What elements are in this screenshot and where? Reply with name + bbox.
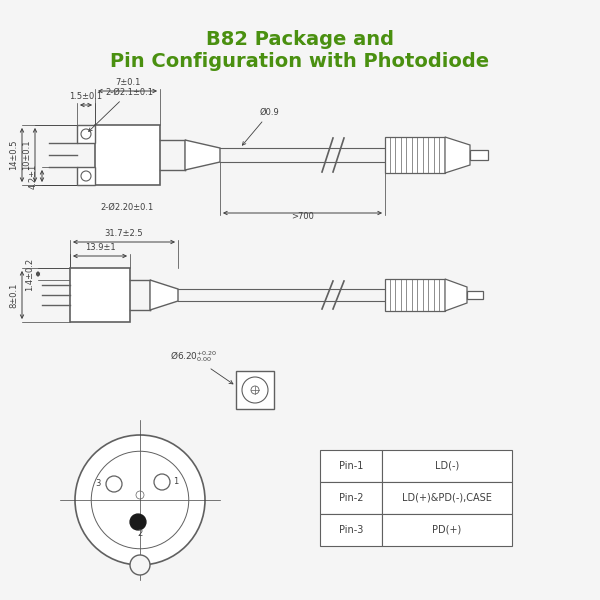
Text: 3: 3 xyxy=(95,479,101,488)
Bar xyxy=(320,514,382,546)
Text: 13.9±1: 13.9±1 xyxy=(85,243,115,252)
Text: LD(+)&PD(-),CASE: LD(+)&PD(-),CASE xyxy=(402,493,492,503)
Bar xyxy=(320,482,382,514)
Text: 2-Ø2.20±0.1: 2-Ø2.20±0.1 xyxy=(100,203,153,212)
Text: B82 Package and: B82 Package and xyxy=(206,30,394,49)
Text: Pin-1: Pin-1 xyxy=(339,461,363,471)
Text: Ø0.9: Ø0.9 xyxy=(242,108,280,145)
Text: 2-Ø2.1±0.1: 2-Ø2.1±0.1 xyxy=(89,88,153,131)
Text: >700: >700 xyxy=(291,212,314,221)
Circle shape xyxy=(75,435,205,565)
Text: 4.2±1: 4.2±1 xyxy=(29,163,38,188)
Text: Pin Configuration with Photodiode: Pin Configuration with Photodiode xyxy=(110,52,490,71)
Bar xyxy=(385,137,445,173)
Circle shape xyxy=(154,474,170,490)
Bar xyxy=(382,514,512,546)
Text: LD(-): LD(-) xyxy=(435,461,459,471)
Text: 1.4±0.2: 1.4±0.2 xyxy=(25,257,34,290)
Text: 1: 1 xyxy=(173,478,179,487)
Text: 10±0.1: 10±0.1 xyxy=(22,140,31,170)
Polygon shape xyxy=(150,280,178,310)
Bar xyxy=(236,371,274,409)
Circle shape xyxy=(130,555,150,575)
Circle shape xyxy=(130,514,146,530)
Bar xyxy=(385,279,445,311)
Bar xyxy=(95,125,160,185)
Bar xyxy=(470,150,488,160)
Text: 1.5±0.1: 1.5±0.1 xyxy=(70,92,103,101)
Text: 8±0.1: 8±0.1 xyxy=(9,283,18,308)
Bar xyxy=(382,450,512,482)
Circle shape xyxy=(81,129,91,139)
Bar xyxy=(467,291,483,299)
Text: Pin-3: Pin-3 xyxy=(339,525,363,535)
Bar xyxy=(77,167,95,185)
Polygon shape xyxy=(445,279,467,311)
Text: 14±0.5: 14±0.5 xyxy=(9,140,18,170)
Bar xyxy=(320,450,382,482)
Polygon shape xyxy=(445,137,470,173)
Circle shape xyxy=(81,171,91,181)
Bar xyxy=(77,125,95,143)
Text: Pin-2: Pin-2 xyxy=(339,493,363,503)
Polygon shape xyxy=(185,140,220,170)
Circle shape xyxy=(106,476,122,492)
Text: PD(+): PD(+) xyxy=(433,525,461,535)
Text: 31.7±2.5: 31.7±2.5 xyxy=(104,229,143,238)
Bar xyxy=(382,482,512,514)
Text: 2: 2 xyxy=(137,529,143,539)
Bar xyxy=(70,268,130,322)
Text: Ø6.20$^{+0.20}_{0.00}$: Ø6.20$^{+0.20}_{0.00}$ xyxy=(170,350,233,384)
Text: 7±0.1: 7±0.1 xyxy=(115,78,140,87)
